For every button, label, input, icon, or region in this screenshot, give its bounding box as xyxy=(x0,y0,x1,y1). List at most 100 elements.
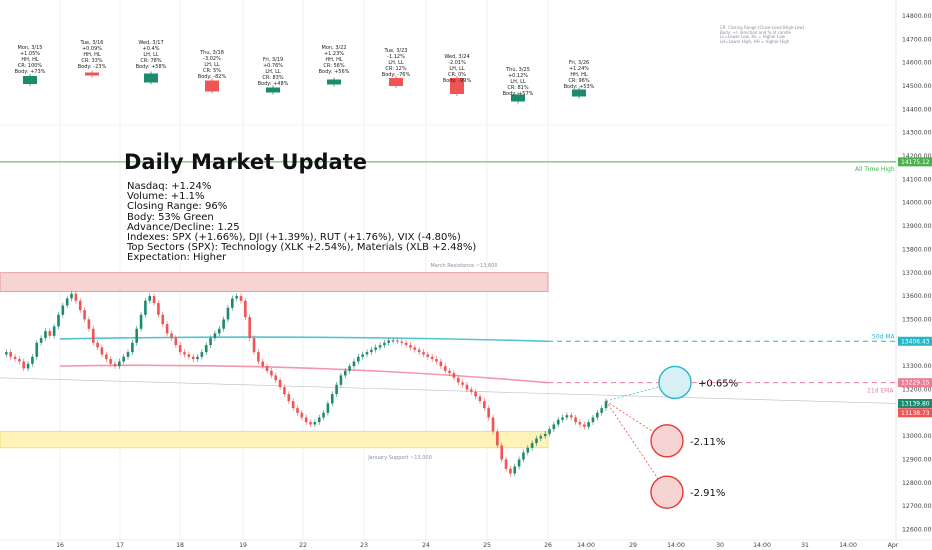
projection-label: -2.11% xyxy=(690,437,725,448)
candle-body xyxy=(5,352,8,355)
candle-body xyxy=(91,328,95,343)
candle-body xyxy=(191,356,195,360)
candle-body xyxy=(426,354,430,357)
candle-body xyxy=(556,419,560,425)
price-tick-label: 13000.00 xyxy=(902,433,932,440)
candle-body xyxy=(87,319,91,329)
price-tick-label: 14600.00 xyxy=(902,60,932,67)
trend-line xyxy=(0,377,897,404)
daily-card-label: Wed, 3/17 +0.4% LH, LL CR: 78% Body: +58… xyxy=(135,40,167,70)
candle-body xyxy=(196,356,199,360)
candle-body xyxy=(430,356,434,360)
candle-body xyxy=(539,436,543,439)
candle-body xyxy=(148,296,152,301)
candle-body xyxy=(413,347,417,350)
projection-scenarios: +0.65% -2.11% -2.91% xyxy=(605,365,738,509)
candle-body xyxy=(526,447,530,453)
price-tick-label: 14400.00 xyxy=(902,106,932,113)
price-tag xyxy=(898,336,932,346)
daily-card-candle xyxy=(389,78,403,86)
price-tick-label: 14700.00 xyxy=(902,36,932,43)
summary-line: Indexes: SPX (+1.66%), DJI (+1.39%), RUT… xyxy=(127,232,461,244)
candle-body xyxy=(178,345,182,353)
candle-body xyxy=(378,345,382,348)
candle-body xyxy=(244,300,247,318)
candle-body xyxy=(522,452,525,460)
candle-body xyxy=(204,345,208,353)
march-resistance-zone xyxy=(0,272,549,292)
price-tick-label: 13600.00 xyxy=(902,293,932,300)
price-tag-label: 13406.43 xyxy=(901,338,930,345)
candle-body xyxy=(357,356,360,362)
time-tick-label: 24 xyxy=(422,542,430,549)
candle-body xyxy=(9,352,12,357)
candle-body xyxy=(26,363,30,369)
candle-body xyxy=(561,417,564,420)
candle-body xyxy=(604,401,608,409)
candle-body xyxy=(374,347,377,350)
price-tick-label: 14200.00 xyxy=(902,153,932,160)
candle-body xyxy=(600,408,603,413)
price-tag xyxy=(898,408,932,418)
daily-card: Thu, 3/18 -3.02% LH, LL CR: 5% Body: -82… xyxy=(187,50,237,80)
candle-body xyxy=(435,359,438,362)
daily-card: Mon, 3/22 +1.23% HH, HL CR: 56% Body: +5… xyxy=(309,45,359,75)
candle-body xyxy=(513,466,517,474)
candle-body xyxy=(252,338,256,353)
candle-body xyxy=(400,341,404,343)
candle-body xyxy=(213,333,217,339)
candle-body xyxy=(543,433,547,437)
price-tag xyxy=(898,399,932,409)
candle-body xyxy=(326,403,330,413)
candle-body xyxy=(200,352,204,357)
candle-body xyxy=(456,377,460,383)
time-tick-label: 23 xyxy=(360,542,368,549)
candle-body xyxy=(131,342,134,353)
time-axis[interactable]: 16 17 18 19 22 23 24 25 26 14:00 29 14:00 30 14:00 31 1… xyxy=(0,539,932,549)
summary-line: Expectation: Higher xyxy=(127,252,227,264)
daily-card-label: Tue, 3/16 +0.09% HH, HL CR: 33% Body: -2… xyxy=(77,40,107,70)
candle-body xyxy=(361,354,364,357)
candle-body xyxy=(443,366,447,371)
candle-body xyxy=(517,459,521,467)
price-tick-label: 14800.00 xyxy=(902,13,932,20)
ma50-label: 50d MA xyxy=(872,333,896,340)
chart-title: Daily Market Update xyxy=(124,150,367,174)
daily-card: Fri, 3/19 +0.76% LH, LL CR: 83% Body: +4… xyxy=(248,57,298,87)
time-tick-label: 29 xyxy=(629,542,637,549)
candle-body xyxy=(187,354,191,357)
daily-card-label: Wed, 3/24 -2.01% LH, LL CR: 0% Body: -99… xyxy=(442,54,472,84)
projection-target xyxy=(658,365,692,400)
daily-card: Thu, 3/25 +0.12% LH, LL CR: 81% Body: +5… xyxy=(493,67,543,97)
candle-body xyxy=(313,422,317,425)
price-tick-label: 12900.00 xyxy=(902,456,932,463)
candle-body xyxy=(226,307,230,320)
price-tick-label: 14000.00 xyxy=(902,200,932,207)
price-tag-label: 14175.12 xyxy=(901,159,930,166)
candle-body xyxy=(144,300,147,315)
time-tick-label: 14:00 xyxy=(753,542,771,549)
candle-body xyxy=(504,459,508,469)
projection-label: +0.65% xyxy=(698,378,738,389)
candle-body xyxy=(22,361,26,369)
candle-body xyxy=(18,359,21,362)
candle-body xyxy=(291,401,295,409)
daily-card: Tue, 3/23 -1.12% LH, LL CR: 12% Body: -7… xyxy=(371,48,421,78)
price-axis[interactable]: 14800.00 14700.00 14600.00 14500.00 14400.00… xyxy=(898,13,932,534)
projection-target xyxy=(650,475,684,509)
candle-body xyxy=(339,375,343,385)
price-candles xyxy=(5,70,608,477)
moving-average-lines: All Time High 50d MA 21d EMA xyxy=(0,161,897,404)
candle-body xyxy=(404,342,408,346)
candle-body xyxy=(35,342,39,357)
candle-body xyxy=(348,366,351,371)
time-tick-label: 19 xyxy=(239,542,247,549)
candle-body xyxy=(448,370,451,374)
candle-body xyxy=(578,422,582,425)
time-tick-label: 14:00 xyxy=(667,542,685,549)
candle-body xyxy=(61,305,65,315)
summary-line: Nasdaq: +1.24% xyxy=(127,181,212,192)
daily-card: Tue, 3/16 +0.09% HH, HL CR: 33% Body: -2… xyxy=(67,40,117,70)
candle-body xyxy=(496,431,499,446)
